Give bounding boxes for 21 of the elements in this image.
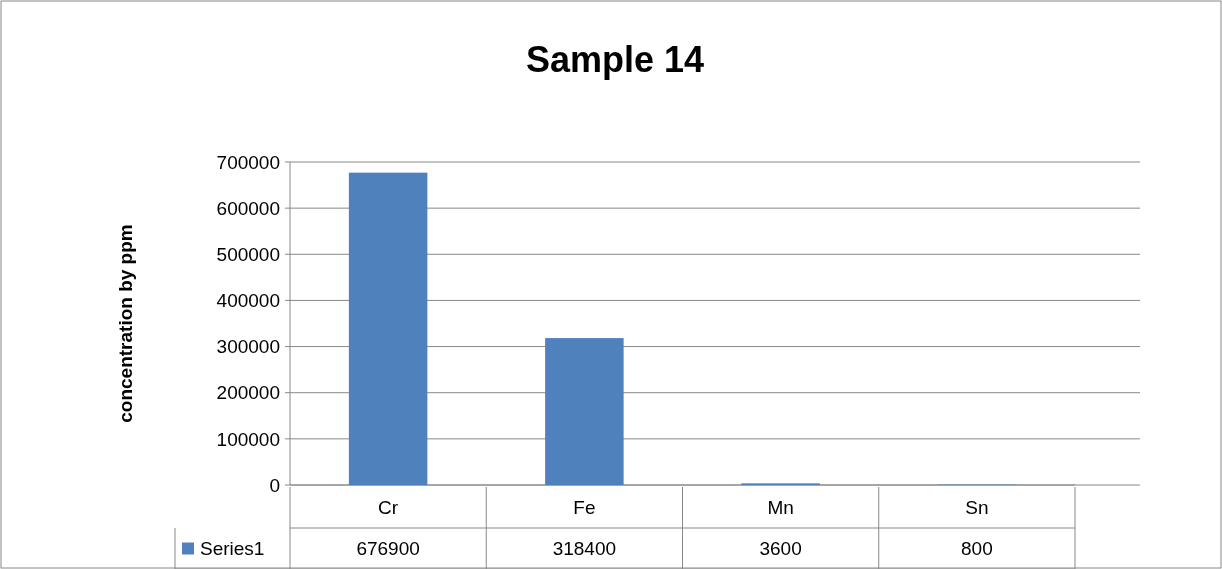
y-tick-label: 0 bbox=[269, 474, 280, 496]
y-tick-label: 500000 bbox=[216, 243, 280, 265]
y-tick-label: 200000 bbox=[216, 382, 280, 404]
data-label: 3600 bbox=[759, 538, 802, 560]
x-tick-label: Mn bbox=[767, 497, 794, 519]
x-tick-label: Cr bbox=[378, 497, 399, 519]
data-label: 800 bbox=[961, 538, 993, 560]
y-tick-label: 400000 bbox=[216, 290, 280, 312]
y-tick-label: 100000 bbox=[216, 428, 280, 450]
y-tick-label: 300000 bbox=[216, 336, 280, 358]
y-axis-title: concentration by ppm bbox=[115, 224, 136, 423]
bar bbox=[348, 172, 428, 485]
y-tick-label: 700000 bbox=[216, 151, 280, 173]
bar bbox=[545, 338, 624, 485]
data-label: 676900 bbox=[356, 538, 420, 560]
x-tick-label: Sn bbox=[965, 497, 989, 519]
chart-title: Sample 14 bbox=[525, 39, 705, 80]
y-tick-label: 600000 bbox=[216, 197, 280, 219]
data-label: 318400 bbox=[552, 538, 617, 560]
legend-label: Series1 bbox=[200, 538, 265, 560]
x-tick-label: Fe bbox=[573, 497, 596, 519]
